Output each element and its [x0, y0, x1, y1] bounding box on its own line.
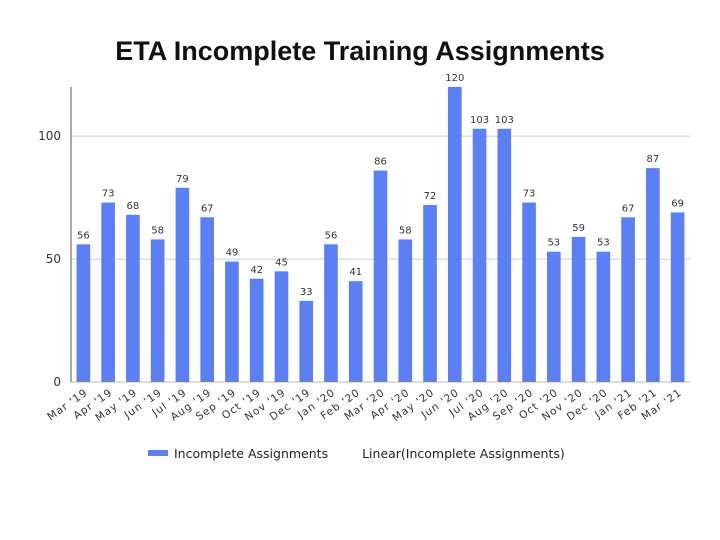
data-label: 56 [325, 230, 338, 241]
bar-series [76, 87, 685, 382]
bar [324, 244, 338, 382]
bar [497, 128, 512, 382]
data-label: 67 [201, 203, 214, 214]
bar [547, 251, 561, 382]
data-label: 68 [127, 201, 140, 212]
data-label: 56 [77, 230, 90, 241]
chart-title: ETA Incomplete Training Assignments [115, 36, 605, 66]
data-label: 79 [176, 174, 189, 185]
legend-item-series: Incomplete Assignments [174, 445, 329, 461]
data-label: 103 [470, 115, 489, 126]
bar [274, 271, 289, 382]
data-label: 33 [300, 287, 313, 298]
bar [249, 278, 264, 382]
data-labels: 56 73 68 58 79 67 49 42 45 33 56 41 86 58 72 120 103 103 7… [77, 73, 684, 298]
data-label: 103 [495, 115, 514, 126]
data-label: 53 [547, 238, 560, 249]
bar [621, 217, 635, 382]
data-label: 86 [374, 157, 387, 168]
bar [175, 187, 190, 382]
y-tick-label: 100 [38, 129, 61, 143]
data-label: 58 [151, 225, 164, 236]
bar [423, 205, 437, 382]
bar [447, 87, 462, 382]
data-label: 67 [622, 203, 635, 214]
bar [522, 202, 536, 382]
bar [150, 239, 165, 382]
data-label: 41 [349, 267, 362, 278]
data-label: 42 [250, 265, 263, 276]
bar [596, 251, 611, 382]
y-axis-ticks: 0 50 100 [38, 129, 61, 389]
y-tick-label: 50 [46, 252, 61, 266]
bar [670, 212, 685, 382]
bar [101, 202, 115, 382]
legend-item-trendline: Linear(Incomplete Assignments) [362, 445, 565, 461]
bar [348, 281, 363, 382]
bar [76, 244, 91, 382]
bar [299, 300, 314, 382]
data-label: 73 [523, 189, 536, 200]
data-label: 53 [597, 238, 610, 249]
data-label: 73 [102, 189, 115, 200]
data-label: 87 [646, 154, 659, 165]
bar [646, 168, 660, 382]
bar [398, 239, 413, 382]
bar [373, 170, 388, 382]
data-label: 69 [671, 198, 684, 209]
legend-swatch [148, 450, 168, 456]
bar [472, 128, 487, 382]
y-tick-label: 0 [53, 375, 61, 389]
bar [225, 261, 239, 382]
data-label: 58 [399, 225, 412, 236]
data-label: 120 [445, 73, 464, 84]
bar [200, 217, 214, 382]
bar [126, 214, 140, 382]
legend: Incomplete Assignments Linear(Incomplete… [148, 444, 565, 462]
data-label: 72 [424, 191, 437, 202]
data-label: 59 [572, 223, 585, 234]
bar [571, 236, 586, 382]
data-label: 45 [275, 257, 288, 268]
data-label: 49 [226, 248, 239, 259]
